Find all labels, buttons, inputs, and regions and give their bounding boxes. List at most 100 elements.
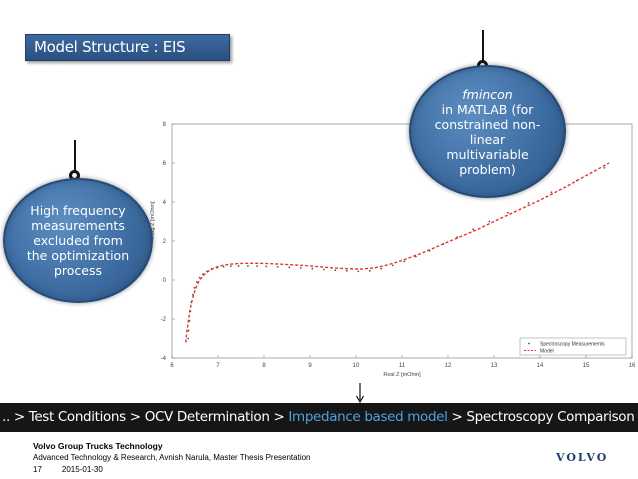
y-tick-label: 0 [163, 278, 167, 284]
nav-item-impedance-model[interactable]: Impedance based model [288, 409, 448, 425]
nav-separator: > [269, 409, 289, 425]
y-tick-label: -2 [161, 317, 167, 323]
nav-separator: > [447, 409, 467, 425]
measurement-point [210, 268, 213, 270]
measurement-point [488, 220, 491, 223]
callout-line: the optimization [26, 248, 130, 263]
callout-fmincon-term: fmincon [462, 86, 513, 102]
measurement-point [368, 269, 371, 272]
nav-item-ocv-determination[interactable]: OCV Determination [144, 409, 270, 425]
measurement-point [216, 266, 218, 269]
measurement-point [256, 265, 258, 268]
measurement-point [190, 301, 193, 304]
x-tick-label: 6 [170, 363, 174, 369]
measurement-point [222, 265, 225, 268]
nav-item-test-conditions[interactable]: Test Conditions [28, 409, 126, 425]
measurement-point [456, 236, 459, 238]
measurement-point [322, 268, 325, 271]
callout-line: problem) [459, 161, 516, 177]
measurement-point [187, 329, 190, 332]
pin-line-left [74, 140, 76, 174]
measurement-point [311, 267, 314, 270]
measurement-point [206, 270, 208, 273]
x-tick-label: 9 [308, 363, 312, 369]
legend-box [519, 337, 627, 356]
measurement-point [527, 202, 530, 204]
measurement-point [193, 286, 196, 289]
measurement-point [237, 265, 240, 267]
x-tick-label: 15 [583, 363, 590, 369]
callout-high-frequency: High frequency measurements excluded fro… [3, 178, 153, 303]
pin-line-right [482, 30, 484, 64]
presentation-date: 2015-01-30 [61, 465, 103, 474]
nyquist-chart: 6 7 8 9 10 11 12 13 14 15 16 -4 -2 0 2 4 6 8 Real Z [mOhm]… [140, 118, 638, 383]
measurement-point [428, 249, 431, 252]
measurement-point [345, 269, 348, 272]
measurement-point [201, 273, 204, 276]
measurement-point [189, 310, 192, 313]
measurement-point [265, 265, 268, 268]
model-series-line [185, 162, 610, 343]
x-axis-label: Real Z [mOhm] [383, 372, 421, 378]
slide-title: Model Structure : EIS Fitting [25, 34, 230, 81]
x-tick-label: 8 [262, 363, 266, 369]
nav-lead: .. > [2, 409, 29, 425]
measurement-point [506, 211, 509, 214]
callout-line: measurements [31, 218, 125, 233]
nav-separator: > [125, 409, 145, 425]
volvo-logo: VOLVO [556, 451, 609, 464]
measurement-point [191, 293, 194, 296]
measurement-point [276, 265, 279, 268]
footer-meta: 17 2015-01-30 [33, 464, 311, 476]
measurement-point [391, 264, 394, 267]
measurement-point [575, 179, 578, 182]
y-tick-label: 8 [163, 122, 167, 128]
measurement-point [414, 255, 417, 258]
callout-line: excluded from [33, 233, 123, 248]
x-tick-label: 12 [445, 363, 452, 369]
page-number: 17 [33, 465, 42, 474]
measurement-point [198, 276, 201, 279]
measurement-point [442, 243, 445, 245]
slide-footer: Volvo Group Trucks Technology Advanced T… [33, 440, 311, 476]
callout-line: linear [469, 131, 506, 147]
legend-label-model: Model [540, 349, 554, 355]
nyquist-plot: 6 7 8 9 10 11 12 13 14 15 16 -4 -2 0 2 4 6 8 Real Z [mOhm]… [150, 122, 636, 378]
measurement-point [187, 337, 189, 340]
nav-tail: > [634, 409, 638, 425]
callout-line: in MATLAB (for [441, 101, 534, 117]
measurement-point [288, 266, 291, 269]
measurement-point [380, 267, 383, 270]
measurement-point [299, 267, 302, 269]
measurement-point [603, 166, 606, 169]
footer-company: Volvo Group Trucks Technology [33, 441, 163, 451]
section-navigation: .. > Test Conditions > OCV Determination… [0, 403, 638, 432]
y-axis-label: -Imag Z [mOhm] [150, 201, 156, 242]
current-section-arrow-icon [355, 383, 365, 403]
y-tick-label: -4 [161, 356, 167, 362]
footer-subtitle: Advanced Technology & Research, Avnish N… [33, 453, 311, 462]
measurement-point [472, 228, 475, 231]
x-tick-label: 11 [399, 363, 406, 369]
y-tick-label: 4 [163, 200, 167, 206]
x-tick-label: 10 [353, 363, 360, 369]
measurement-point [229, 265, 232, 268]
x-tick-label: 16 [629, 363, 636, 369]
measurement-point [403, 260, 406, 263]
callout-line: constrained non- [434, 116, 541, 132]
plot-frame [171, 123, 633, 359]
x-tick-label: 7 [216, 363, 220, 369]
y-tick-label: 2 [163, 239, 167, 245]
measurement-point [195, 281, 198, 283]
callout-line: High frequency [30, 203, 126, 218]
callout-line: process [53, 263, 103, 278]
measurement-point [550, 191, 553, 194]
measurement-point [247, 265, 249, 267]
callout-line: multivariable [446, 146, 529, 162]
x-tick-label: 14 [537, 363, 544, 369]
y-tick-label: 6 [163, 161, 167, 167]
nav-item-spectroscopy-comparison[interactable]: Spectroscopy Comparison [466, 409, 635, 425]
x-tick-label: 13 [491, 363, 498, 369]
callout-fmincon: fmincon in MATLAB (for constrained non- … [409, 65, 566, 198]
measurement-point [334, 269, 337, 272]
